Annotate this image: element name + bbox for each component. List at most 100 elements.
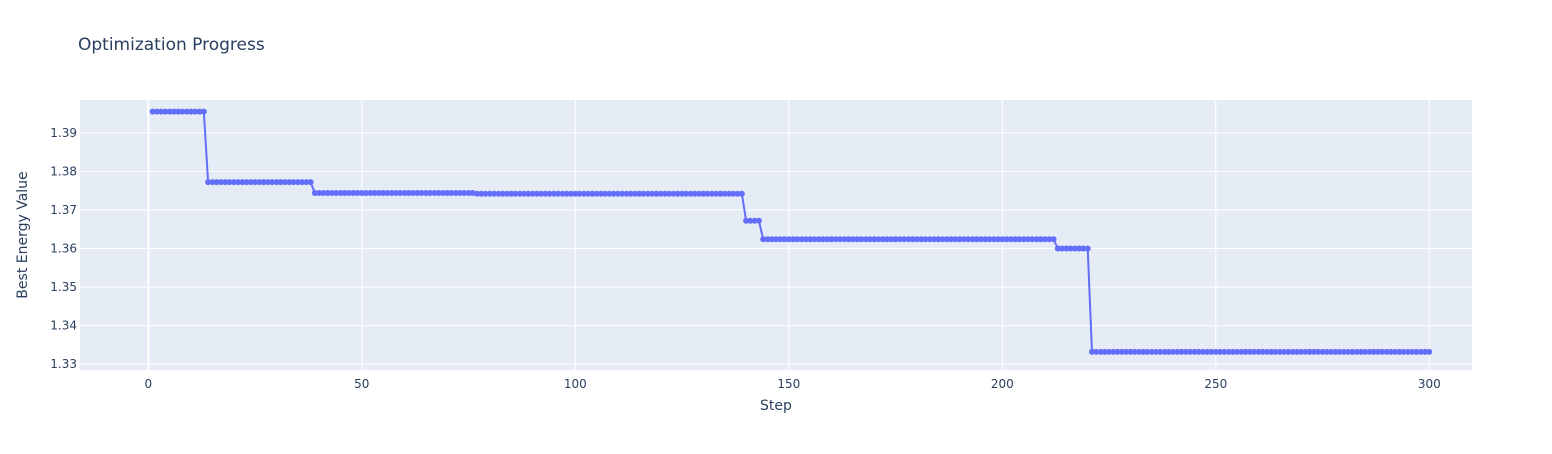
data-point[interactable]	[170, 108, 177, 115]
data-point[interactable]	[333, 189, 340, 196]
data-point[interactable]	[815, 236, 822, 243]
data-point[interactable]	[1426, 348, 1433, 355]
data-point[interactable]	[922, 236, 929, 243]
data-point[interactable]	[1242, 348, 1249, 355]
data-point[interactable]	[247, 179, 254, 186]
data-point[interactable]	[1336, 348, 1343, 355]
data-point[interactable]	[1067, 245, 1074, 252]
data-point[interactable]	[849, 236, 856, 243]
data-point[interactable]	[862, 236, 869, 243]
data-point[interactable]	[192, 108, 199, 115]
data-point[interactable]	[670, 190, 677, 197]
data-point[interactable]	[969, 236, 976, 243]
data-point[interactable]	[401, 189, 408, 196]
data-point[interactable]	[798, 236, 805, 243]
data-point[interactable]	[1101, 348, 1108, 355]
data-point[interactable]	[960, 236, 967, 243]
data-point[interactable]	[166, 108, 173, 115]
data-point[interactable]	[542, 190, 549, 197]
data-point[interactable]	[726, 190, 733, 197]
data-point[interactable]	[358, 189, 365, 196]
data-point[interactable]	[388, 189, 395, 196]
data-point[interactable]	[1071, 245, 1078, 252]
data-point[interactable]	[1306, 348, 1313, 355]
data-point[interactable]	[516, 190, 523, 197]
data-point[interactable]	[661, 190, 668, 197]
data-point[interactable]	[1050, 236, 1057, 243]
data-point[interactable]	[1144, 348, 1151, 355]
data-point[interactable]	[619, 190, 626, 197]
data-point[interactable]	[845, 236, 852, 243]
data-point[interactable]	[1221, 348, 1228, 355]
data-point[interactable]	[1148, 348, 1155, 355]
data-point[interactable]	[1276, 348, 1283, 355]
data-point[interactable]	[486, 190, 493, 197]
data-point[interactable]	[1268, 348, 1275, 355]
data-point[interactable]	[884, 236, 891, 243]
data-point[interactable]	[286, 179, 293, 186]
data-point[interactable]	[657, 190, 664, 197]
data-point[interactable]	[593, 190, 600, 197]
data-point[interactable]	[1264, 348, 1271, 355]
data-point[interactable]	[632, 190, 639, 197]
data-point[interactable]	[973, 236, 980, 243]
data-point[interactable]	[1396, 348, 1403, 355]
data-point[interactable]	[1199, 348, 1206, 355]
data-point[interactable]	[1054, 245, 1061, 252]
data-point[interactable]	[986, 236, 993, 243]
data-point[interactable]	[243, 179, 250, 186]
data-point[interactable]	[819, 236, 826, 243]
data-point[interactable]	[760, 236, 767, 243]
data-point[interactable]	[1422, 348, 1429, 355]
data-point[interactable]	[1379, 348, 1386, 355]
data-point[interactable]	[585, 190, 592, 197]
data-point[interactable]	[422, 189, 429, 196]
data-point[interactable]	[550, 190, 557, 197]
data-point[interactable]	[1191, 348, 1198, 355]
data-point[interactable]	[431, 189, 438, 196]
data-point[interactable]	[627, 190, 634, 197]
data-point[interactable]	[683, 190, 690, 197]
data-point[interactable]	[162, 108, 169, 115]
data-point[interactable]	[1225, 348, 1232, 355]
data-point[interactable]	[1182, 348, 1189, 355]
data-point[interactable]	[704, 190, 711, 197]
data-point[interactable]	[158, 108, 165, 115]
data-point[interactable]	[1076, 245, 1083, 252]
data-point[interactable]	[640, 190, 647, 197]
data-point[interactable]	[1315, 348, 1322, 355]
data-point[interactable]	[837, 236, 844, 243]
data-point[interactable]	[1212, 348, 1219, 355]
data-point[interactable]	[811, 236, 818, 243]
data-point[interactable]	[990, 236, 997, 243]
data-point[interactable]	[965, 236, 972, 243]
data-point[interactable]	[1093, 348, 1100, 355]
data-point[interactable]	[1353, 348, 1360, 355]
data-point[interactable]	[482, 190, 489, 197]
data-point[interactable]	[1234, 348, 1241, 355]
data-point[interactable]	[256, 179, 263, 186]
data-point[interactable]	[1323, 348, 1330, 355]
data-point[interactable]	[807, 236, 814, 243]
data-point[interactable]	[1208, 348, 1215, 355]
data-point[interactable]	[354, 189, 361, 196]
data-point[interactable]	[943, 236, 950, 243]
data-point[interactable]	[1106, 348, 1113, 355]
data-point[interactable]	[1110, 348, 1117, 355]
data-point[interactable]	[546, 190, 553, 197]
data-point[interactable]	[367, 189, 374, 196]
data-point[interactable]	[888, 236, 895, 243]
data-point[interactable]	[209, 179, 216, 186]
data-point[interactable]	[773, 236, 779, 243]
data-point[interactable]	[913, 236, 920, 243]
data-point[interactable]	[1046, 236, 1053, 243]
data-point[interactable]	[781, 236, 788, 243]
data-point[interactable]	[1383, 348, 1390, 355]
data-point[interactable]	[448, 189, 455, 196]
data-point[interactable]	[533, 190, 540, 197]
data-point[interactable]	[939, 236, 946, 243]
data-point[interactable]	[854, 236, 861, 243]
data-point[interactable]	[328, 189, 335, 196]
data-point[interactable]	[871, 236, 878, 243]
data-point[interactable]	[316, 189, 323, 196]
